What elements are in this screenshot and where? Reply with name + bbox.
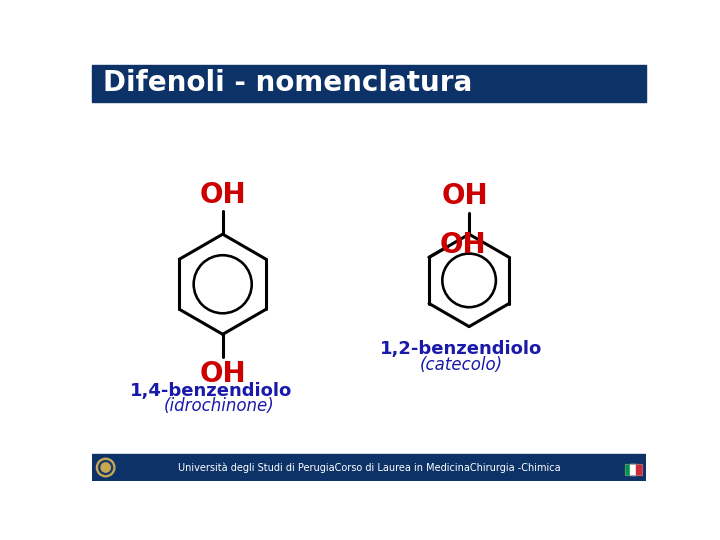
Text: (idrochinone): (idrochinone) bbox=[163, 397, 274, 415]
Bar bbox=[625, 464, 642, 475]
Text: OH: OH bbox=[442, 183, 489, 211]
Circle shape bbox=[96, 458, 115, 477]
Text: (catecolo): (catecolo) bbox=[420, 356, 503, 374]
Text: OH: OH bbox=[199, 181, 246, 209]
Text: 1,4-benzendiolo: 1,4-benzendiolo bbox=[130, 382, 292, 400]
Text: OH: OH bbox=[440, 231, 487, 259]
Circle shape bbox=[101, 463, 110, 472]
Bar bbox=[630, 464, 636, 475]
Bar bbox=[92, 455, 647, 481]
Text: Difenoli - nomenclatura: Difenoli - nomenclatura bbox=[102, 69, 472, 97]
Text: 1,2-benzendiolo: 1,2-benzendiolo bbox=[380, 340, 543, 359]
Bar bbox=[636, 464, 642, 475]
Bar bbox=[92, 65, 647, 102]
Bar bbox=[625, 464, 630, 475]
Circle shape bbox=[99, 461, 112, 475]
Text: OH: OH bbox=[199, 360, 246, 388]
Text: Università degli Studi di PerugiaCorso di Laurea in MedicinaChirurgia -Chimica: Università degli Studi di PerugiaCorso d… bbox=[178, 462, 560, 472]
